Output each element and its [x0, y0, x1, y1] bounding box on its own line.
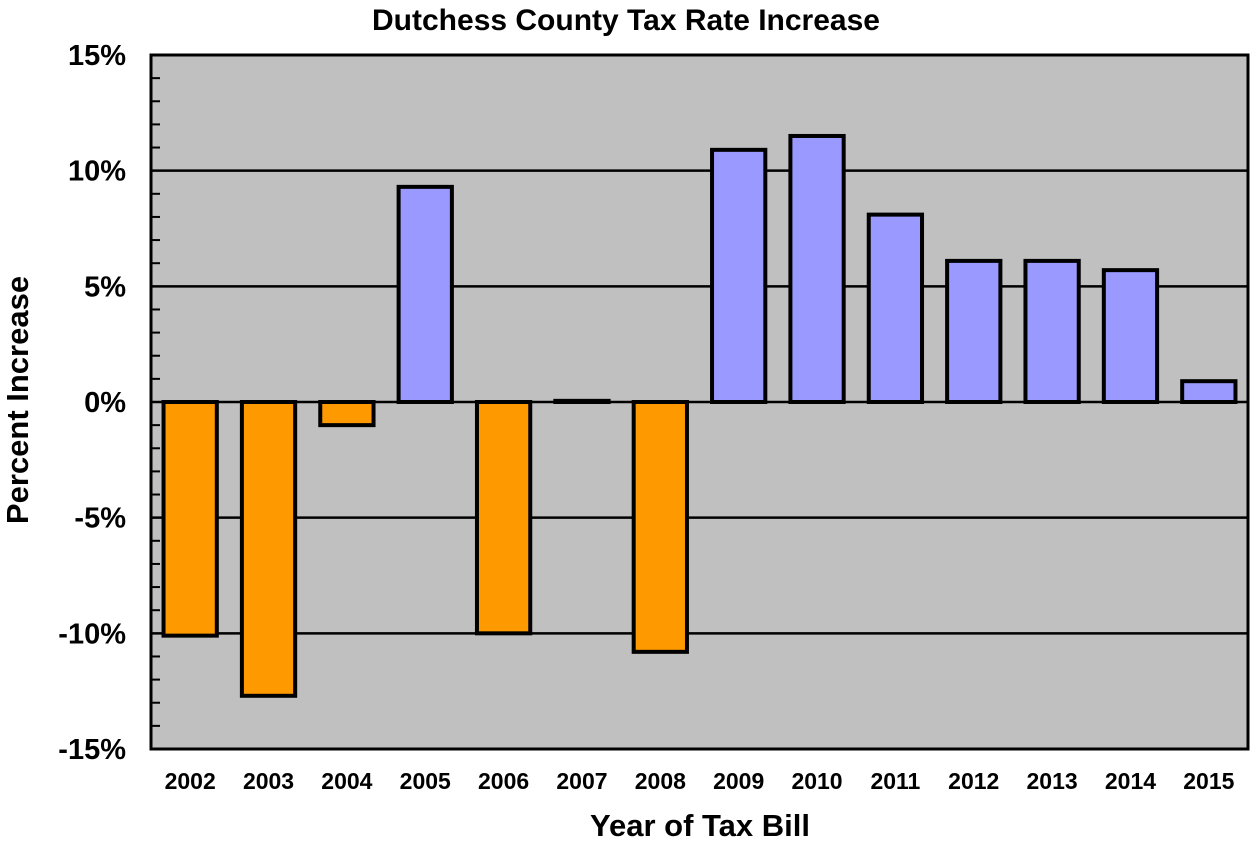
y-tick-label: -5% — [74, 503, 126, 535]
bar-2008 — [631, 400, 689, 654]
x-tick-label: 2006 — [478, 768, 529, 794]
x-tick-label: 2005 — [400, 768, 451, 794]
x-tick-label: 2003 — [243, 768, 294, 794]
x-tick-label: 2011 — [870, 768, 920, 794]
x-tick-label: 2002 — [165, 768, 216, 794]
x-tick-label: 2013 — [1027, 768, 1078, 794]
x-tick-label: 2014 — [1105, 768, 1156, 794]
y-tick-label: -15% — [58, 734, 126, 766]
bar-2006 — [474, 400, 533, 636]
bar-2005 — [396, 184, 454, 404]
x-tick-label: 2012 — [948, 768, 999, 794]
minor-ticks — [151, 77, 160, 727]
x-tick-label: 2009 — [713, 768, 764, 794]
bar-2015 — [1180, 379, 1238, 404]
x-tick-labels: 2002 2003 2004 2005 2006 2007 2008 2009 2010 2011… — [165, 768, 1235, 794]
x-tick-label: 2004 — [321, 768, 372, 794]
y-tick-label: 5% — [84, 271, 126, 303]
x-tick-label: 2008 — [635, 768, 686, 794]
y-tick-label: -10% — [58, 618, 126, 650]
bar-2009 — [710, 147, 768, 404]
y-tick-label: 10% — [68, 156, 126, 188]
x-tick-label: 2007 — [556, 768, 607, 794]
chart-title: Dutchess County Tax Rate Increase — [372, 4, 880, 37]
bar-2002 — [161, 400, 219, 638]
bar-2014 — [1101, 268, 1160, 405]
bar-2003 — [239, 400, 298, 698]
bar-2007 — [553, 398, 611, 404]
bar-2013 — [1023, 258, 1081, 404]
x-tick-label: 2015 — [1183, 768, 1234, 794]
y-tick-labels: 15% 10% 5% 0% -5% -10% -15% — [58, 40, 126, 766]
bar-2012 — [945, 258, 1003, 404]
y-tick-label: 0% — [84, 387, 126, 419]
bar-2011 — [866, 212, 925, 404]
bar-2004 — [318, 400, 376, 428]
bars — [161, 133, 1238, 698]
bar-2010 — [788, 133, 846, 404]
x-tick-label: 2010 — [791, 768, 842, 794]
x-axis-label: Year of Tax Bill — [590, 808, 810, 841]
y-tick-label: 15% — [68, 40, 126, 72]
y-axis-label: Percent Increase — [0, 276, 35, 524]
